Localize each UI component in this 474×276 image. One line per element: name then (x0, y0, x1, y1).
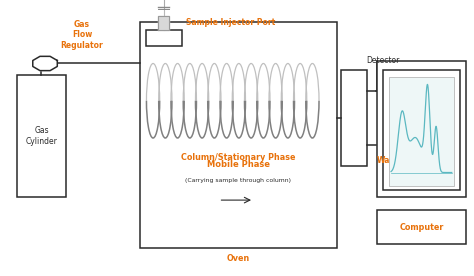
Text: Column/Stationary Phase: Column/Stationary Phase (181, 153, 295, 162)
Bar (17, 75, 66, 197)
Text: Sample Injector Port: Sample Injector Port (186, 18, 275, 27)
Text: Gas
Flow
Regulator: Gas Flow Regulator (61, 20, 103, 50)
Text: Mobile Phase: Mobile Phase (207, 160, 270, 169)
Bar (377, 61, 466, 197)
Text: Detector: Detector (366, 56, 400, 65)
Text: (Carrying sample through column): (Carrying sample through column) (185, 178, 291, 183)
Text: Oven: Oven (227, 254, 250, 263)
Text: Waste: Waste (377, 156, 403, 165)
Bar (341, 70, 367, 166)
Bar (383, 70, 460, 190)
Bar (140, 22, 337, 248)
Text: Computer: Computer (399, 222, 444, 232)
Polygon shape (33, 56, 57, 71)
Text: Gas
Cylinder: Gas Cylinder (26, 126, 57, 146)
Bar (146, 30, 182, 46)
Bar (389, 77, 454, 186)
Polygon shape (158, 16, 169, 30)
Bar (377, 210, 466, 244)
